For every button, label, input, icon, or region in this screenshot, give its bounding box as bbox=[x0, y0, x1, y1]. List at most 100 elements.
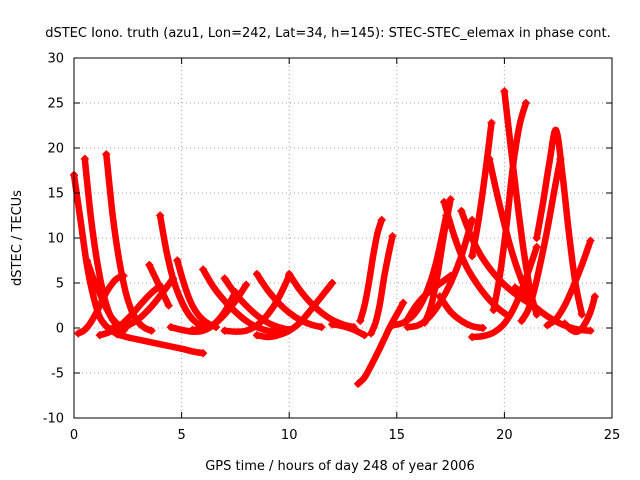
data-series-21 bbox=[356, 216, 385, 325]
data-point-marker bbox=[532, 234, 541, 242]
data-point-marker bbox=[543, 321, 552, 330]
data-point-marker bbox=[252, 331, 261, 340]
data-point-marker bbox=[399, 298, 408, 307]
x-tick-label: 0 bbox=[70, 428, 78, 443]
data-point-marker bbox=[80, 154, 89, 163]
x-tick-label: 15 bbox=[389, 428, 406, 443]
data-point-marker bbox=[388, 232, 397, 241]
y-tick-label: 10 bbox=[47, 232, 64, 247]
x-tick-label: 25 bbox=[604, 428, 621, 443]
data-series-8 bbox=[253, 270, 325, 331]
data-point-marker bbox=[586, 236, 595, 245]
data-series-3 bbox=[103, 151, 155, 334]
data-point-marker bbox=[435, 292, 444, 301]
data-point-marker bbox=[147, 326, 156, 335]
data-series-layer bbox=[70, 87, 599, 388]
y-tick-label: 20 bbox=[47, 142, 64, 157]
data-point-marker bbox=[403, 323, 412, 332]
data-point-marker bbox=[590, 292, 599, 301]
y-tick-label: 15 bbox=[47, 187, 64, 202]
data-series-20 bbox=[328, 321, 368, 339]
data-series-40 bbox=[440, 198, 512, 320]
data-series-18 bbox=[221, 272, 293, 335]
data-series-26 bbox=[404, 272, 454, 323]
data-point-marker bbox=[317, 323, 326, 332]
data-point-marker bbox=[164, 301, 173, 310]
data-point-marker bbox=[199, 349, 208, 358]
data-series-28 bbox=[436, 293, 487, 332]
x-tick-label: 10 bbox=[281, 428, 298, 443]
data-series-19 bbox=[253, 279, 336, 341]
data-point-marker bbox=[388, 321, 397, 330]
y-tick-label: 0 bbox=[56, 322, 64, 337]
data-point-marker bbox=[468, 252, 477, 260]
data-point-marker bbox=[74, 329, 83, 338]
y-tick-label: -5 bbox=[51, 367, 64, 382]
data-point-marker bbox=[252, 270, 261, 278]
data-point-marker bbox=[468, 333, 477, 341]
data-series-39 bbox=[511, 284, 594, 334]
data-point-marker bbox=[328, 320, 337, 329]
data-point-marker bbox=[356, 316, 365, 325]
data-point-marker bbox=[586, 326, 595, 335]
data-point-marker bbox=[532, 243, 541, 251]
data-series-22 bbox=[354, 299, 407, 388]
data-point-marker bbox=[199, 265, 208, 274]
data-series-35 bbox=[518, 155, 564, 325]
data-point-marker bbox=[220, 274, 229, 283]
data-series-14 bbox=[113, 331, 207, 357]
data-point-marker bbox=[156, 211, 165, 220]
data-point-marker bbox=[485, 154, 494, 163]
data-point-marker bbox=[354, 379, 363, 388]
data-point-marker bbox=[440, 198, 449, 206]
data-series-30 bbox=[468, 119, 495, 260]
data-series-15 bbox=[109, 275, 177, 332]
data-point-marker bbox=[504, 312, 513, 321]
data-point-marker bbox=[377, 216, 386, 224]
data-series-13 bbox=[96, 282, 164, 339]
data-point-marker bbox=[521, 99, 530, 107]
data-point-marker bbox=[457, 207, 466, 215]
data-point-marker bbox=[108, 324, 117, 332]
data-point-marker bbox=[468, 216, 477, 224]
x-tick-label: 20 bbox=[496, 428, 513, 443]
data-series-32 bbox=[486, 155, 538, 312]
data-point-marker bbox=[360, 331, 369, 340]
y-tick-label: -10 bbox=[43, 412, 64, 427]
data-point-marker bbox=[173, 256, 182, 265]
data-series-33 bbox=[490, 99, 530, 314]
data-point-marker bbox=[446, 195, 455, 204]
data-point-marker bbox=[82, 256, 91, 265]
data-series-25 bbox=[421, 196, 454, 326]
data-series-4 bbox=[156, 212, 209, 331]
data-series-24 bbox=[389, 212, 450, 329]
data-series-5 bbox=[174, 257, 220, 331]
data-point-marker bbox=[577, 310, 586, 319]
data-point-marker bbox=[487, 118, 496, 127]
data-series-23 bbox=[367, 232, 396, 337]
data-point-marker bbox=[156, 281, 165, 290]
data-point-marker bbox=[102, 150, 111, 159]
data-point-marker bbox=[500, 87, 509, 96]
data-point-marker bbox=[285, 271, 294, 280]
y-axis-label: dSTEC / TECUs bbox=[10, 190, 25, 286]
data-point-marker bbox=[403, 315, 412, 323]
data-point-marker bbox=[328, 279, 337, 287]
y-tick-label: 30 bbox=[47, 52, 64, 67]
data-point-marker bbox=[145, 261, 154, 269]
data-point-marker bbox=[188, 325, 197, 334]
chart-title: dSTEC Iono. truth (azu1, Lon=242, Lat=34… bbox=[45, 26, 611, 41]
grid-lines bbox=[74, 58, 612, 418]
data-point-marker bbox=[119, 271, 128, 280]
x-tick-label: 5 bbox=[177, 428, 185, 443]
y-tick-label: 5 bbox=[56, 277, 64, 292]
data-point-marker bbox=[166, 323, 175, 332]
data-point-marker bbox=[242, 280, 251, 289]
data-point-marker bbox=[220, 326, 229, 335]
data-point-marker bbox=[511, 283, 520, 292]
data-point-marker bbox=[113, 330, 122, 339]
data-point-marker bbox=[95, 331, 104, 340]
axis-ticks: 0 5 10 15 20 25 -10 -5 0 5 10 15 20 25 30 bbox=[43, 52, 621, 444]
data-series-17 bbox=[189, 281, 250, 334]
